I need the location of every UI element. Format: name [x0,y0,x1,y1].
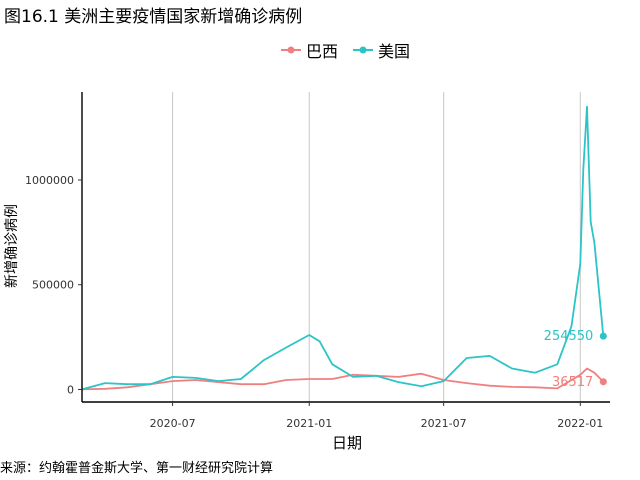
legend-key-usa [353,46,374,54]
x-tick-label-3: 2022-01 [557,417,603,430]
series-line-brazil [81,367,604,391]
legend-label-brazil: 巴西 [306,42,339,61]
x-tick-label-1: 2021-01 [286,417,332,430]
legend-key-brazil [281,46,301,54]
y-axis-title: 新增确诊病例 [4,204,20,288]
series-end-label-brazil: 36517 [552,375,593,390]
y-tick-label-0: 0 [67,383,74,396]
legend: 巴西 美国 [280,38,410,62]
series-line-usa [81,105,605,391]
legend-item-usa: 美国 [352,38,410,62]
y-tick-label-2: 1000000 [25,174,74,187]
series-end-point-brazil [599,378,607,386]
series-end-point-usa [599,332,607,340]
tick-labels: 2020-07 2021-01 2021-07 2022-01 0 500000 10000… [25,174,603,430]
series-end-label-usa: 254550 [544,329,594,344]
figure-title: 图16.1 美洲主要疫情国家新增确诊病例 [4,7,303,27]
figure-source: 来源：约翰霍普金斯大学、第一财经研究院计算 [0,461,274,476]
y-tick-label-1: 500000 [32,279,74,292]
x-axis-title: 日期 [332,434,362,452]
series-lines [81,105,607,391]
legend-item-brazil: 巴西 [280,38,338,62]
x-tick-label-2: 2021-07 [421,417,467,430]
grid-lines [172,92,581,402]
end-labels: 36517 254550 [544,329,594,390]
legend-label-usa: 美国 [378,42,411,61]
x-tick-label-0: 2020-07 [150,417,196,430]
axes [81,92,610,403]
